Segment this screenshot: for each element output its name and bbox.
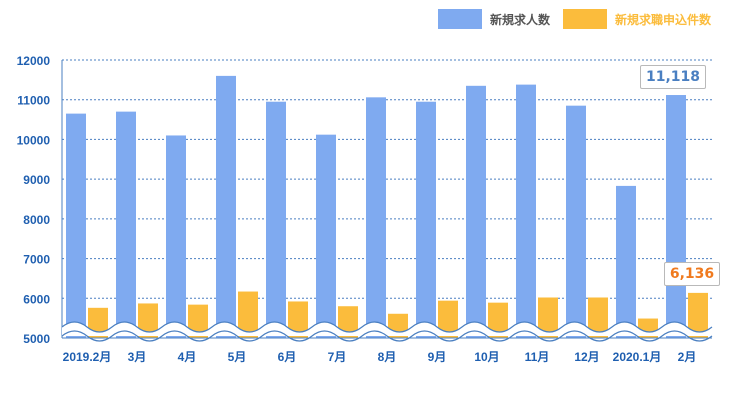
legend-new-job-offers: 新規求人数	[438, 9, 550, 29]
bar-job-offers	[466, 85, 486, 338]
bar-applications	[438, 300, 458, 338]
axis-break-wave-bottom	[61, 330, 713, 342]
legend-new-applications: 新規求職申込件数	[563, 9, 711, 29]
x-tick-label: 11月	[525, 350, 550, 364]
x-tick-label: 6月	[278, 350, 297, 364]
bar-job-offers	[366, 97, 386, 339]
legend-label-applications: 新規求職申込件数	[615, 12, 712, 27]
y-tick-label: 12000	[17, 54, 51, 68]
x-tick-label: 7月	[328, 350, 347, 364]
bar-job-offers	[666, 95, 686, 338]
bar-applications	[188, 304, 208, 338]
x-tick-label: 2月	[678, 350, 697, 364]
y-tick-label: 6000	[23, 292, 50, 306]
bar-job-offers	[116, 111, 136, 338]
x-tick-label: 2019.2月	[63, 350, 112, 364]
x-tick-label: 10月	[474, 350, 499, 364]
x-tick-label: 8月	[378, 350, 397, 364]
bar-job-offers	[616, 185, 636, 338]
bar-applications	[138, 303, 158, 338]
legend-label-job-offers: 新規求人数	[490, 12, 551, 27]
bar-job-offers	[216, 75, 236, 338]
bar-job-offers	[516, 84, 536, 338]
bar-applications	[588, 297, 608, 338]
bar-applications	[238, 291, 258, 338]
axis-break-wave-top	[61, 321, 713, 333]
x-tick-label: 3月	[128, 350, 147, 364]
y-tick-label: 7000	[23, 253, 50, 267]
x-tick-label: 5月	[228, 350, 247, 364]
bar-applications	[688, 292, 708, 338]
legend-swatch-applications	[563, 9, 607, 29]
y-tick-label: 5000	[23, 332, 50, 346]
callout-applications-feb2020: 6,136	[664, 262, 720, 286]
y-tick-label: 8000	[23, 213, 50, 227]
bar-job-offers	[416, 101, 436, 338]
y-tick-label: 9000	[23, 173, 50, 187]
x-tick-label: 12月	[574, 350, 599, 364]
x-tick-label: 2020.1月	[613, 350, 662, 364]
callout-job-offers-feb2020: 11,118	[640, 65, 706, 89]
bar-job-offers	[566, 105, 586, 339]
bar-job-offers	[66, 113, 86, 338]
x-tick-label: 9月	[428, 350, 447, 364]
bar-applications	[288, 301, 308, 338]
bar-applications	[538, 297, 558, 338]
bar-job-offers	[266, 101, 286, 338]
y-tick-label: 10000	[17, 133, 51, 147]
y-tick-label: 11000	[17, 94, 50, 108]
bar-applications	[488, 302, 508, 338]
legend-swatch-job-offers	[438, 9, 482, 29]
bar-job-offers	[166, 135, 186, 338]
x-tick-label: 4月	[178, 350, 197, 364]
bar-job-offers	[316, 134, 336, 338]
